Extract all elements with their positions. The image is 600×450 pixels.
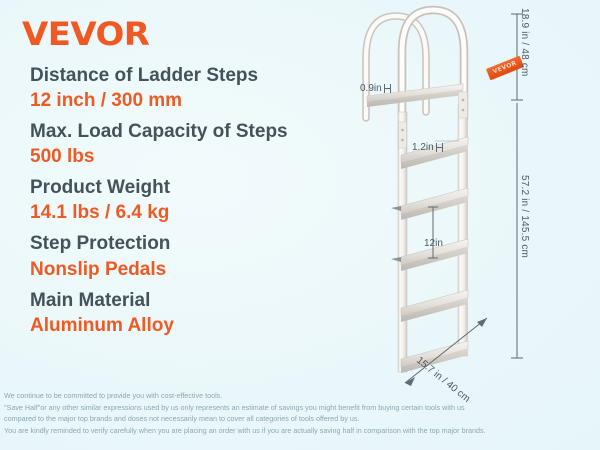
rail-bracket-left [398, 121, 407, 149]
dimension-marker-icon [383, 83, 391, 93]
spec-value: 500 lbs [30, 146, 95, 168]
disclaimer-line: compared to the major top brands and dos… [4, 414, 360, 424]
ladder-step-face [401, 196, 468, 220]
dimension-marker-icon [435, 142, 443, 152]
dimension-label-handrail-height: 18.9 in / 48 cm [519, 8, 530, 77]
disclaimer-line: We continue to be committed to provide y… [4, 391, 223, 400]
dim-arrow [391, 206, 401, 211]
spec-label: Product Weight [30, 177, 171, 199]
rail-bracket-right [458, 91, 468, 119]
disclaimer-line: You are kindly reminded to verify carefu… [4, 425, 486, 435]
spec-item-product-weight: Product Weight 14.1 lbs / 6.4 kg [30, 175, 360, 225]
product-illustration [335, 0, 600, 395]
spec-item-step-protection: Step Protection Nonslip Pedals [30, 231, 360, 281]
ladder-drawing [362, 5, 523, 386]
dimension-label-rail-width: 1.2in [412, 142, 443, 153]
handrail-front [397, 5, 469, 157]
spec-value: Aluminum Alloy [30, 314, 174, 336]
rivet [401, 128, 404, 132]
handrail-back-highlight [363, 13, 429, 121]
vevor-logo: VEVOR [22, 15, 150, 53]
dimension-label-step-spacing: 12in [424, 238, 443, 249]
spec-label: Main Material [30, 289, 151, 311]
rivet [461, 98, 465, 102]
specification-list: Distance of Ladder Steps 12 inch / 300 m… [30, 63, 360, 344]
top-cross-brace-face [367, 90, 463, 107]
dimension-value: 0.9in [360, 83, 382, 94]
dim-arrow [405, 377, 415, 386]
ladder-step-face [401, 247, 468, 271]
spec-label: Distance of Ladder Steps [30, 65, 259, 86]
spec-label: Max. Load Capacity of Steps [30, 121, 288, 143]
dim-arrow [391, 257, 401, 262]
handrail-front-highlight [399, 7, 467, 155]
dimension-label-handrail-gap: 0.9in [360, 83, 391, 94]
spec-label: Step Protection [30, 233, 171, 255]
dimension-value: 1.2in [412, 142, 434, 153]
dim-arrow [477, 318, 487, 327]
spec-item-main-material: Main Material Aluminum Alloy [30, 288, 360, 338]
rivet [401, 138, 404, 142]
ladder-step-face [401, 145, 468, 169]
side-rail-left [397, 111, 408, 373]
rivet [461, 108, 465, 112]
spec-value: 12 inch / 300 mm [30, 90, 183, 112]
spec-item-step-distance: Distance of Ladder Steps 12 inch / 300 m… [30, 63, 360, 113]
dimension-label-body-height: 57.2 in / 145.5 cm [519, 175, 530, 259]
disclaimer-line: "Save Half"or any other similar expressi… [4, 402, 465, 412]
ladder-step-face [401, 298, 468, 322]
footer-disclaimer: We continue to be committed to provide y… [4, 390, 596, 437]
spec-value: 14.1 lbs / 6.4 kg [30, 202, 170, 224]
spec-item-load-capacity: Max. Load Capacity of Steps 500 lbs [30, 119, 360, 169]
ladder-step-face [401, 349, 468, 373]
spec-value: Nonslip Pedals [30, 258, 167, 280]
dim-line-base-depth [404, 317, 488, 384]
